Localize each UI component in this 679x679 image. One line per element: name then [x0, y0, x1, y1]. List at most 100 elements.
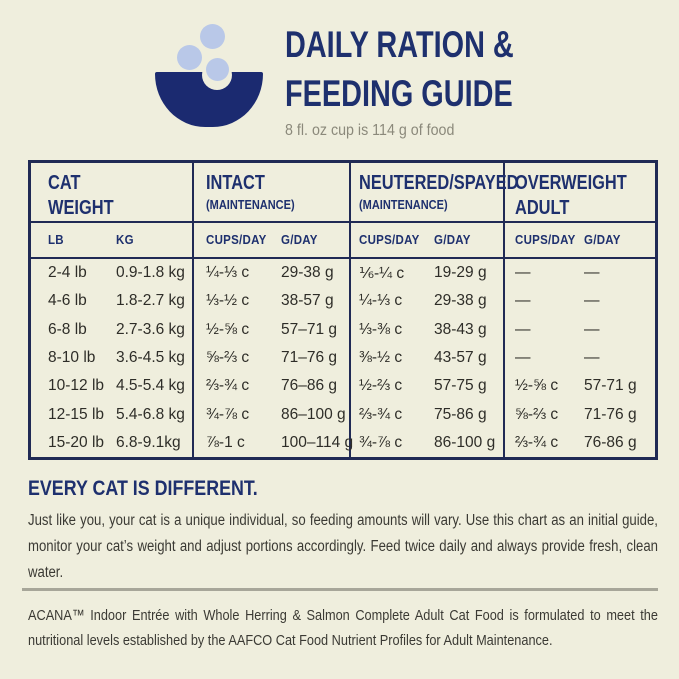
table-cell: ⅓-⅜ c — [359, 320, 403, 338]
table-cell: 2-4 lb — [48, 264, 87, 282]
column-header-cell: G/DAY — [434, 223, 505, 259]
table-cell: 86-100 g — [434, 428, 505, 457]
table-cell: 43-57 g — [434, 343, 505, 373]
table-cell: — — [515, 264, 531, 282]
table-cell: ½-⅝ c — [206, 320, 250, 338]
table-cell: 38-57 g — [281, 287, 351, 316]
cup-size-subtitle: 8 fl. oz cup is 114 g of food — [285, 122, 455, 139]
title-line-2: FEEDING GUIDE — [285, 73, 513, 114]
bowl-icon — [150, 16, 266, 128]
page-title: DAILY RATION & FEEDING GUIDE 8 fl. oz cu… — [285, 20, 578, 140]
footer-note: ACANA™ Indoor Entrée with Whole Herring … — [28, 607, 658, 649]
table-cell: 4-6 lb — [48, 292, 87, 310]
table-cell: 76-86 g — [584, 433, 637, 451]
table-cell: 71-76 g — [584, 405, 637, 423]
group-header-cell: NEUTERED/SPAYED (MAINTENANCE) — [351, 163, 518, 223]
column-header-cell: G/DAY — [281, 223, 351, 259]
group-header-cell: OVERWEIGHT ADULT — [505, 163, 655, 223]
title-line-1: DAILY RATION & — [285, 24, 514, 65]
header-text: LB — [48, 233, 64, 247]
table-cell: ⅞-1 c — [206, 433, 245, 451]
table-cell: 71–76 g — [281, 343, 351, 373]
table-cell: 6.8-9.1kg — [116, 428, 194, 457]
body-paragraph: Just like you, your cat is a unique indi… — [28, 512, 658, 581]
header-text: WEIGHT — [48, 197, 114, 219]
header-text: G/DAY — [584, 233, 621, 247]
kibble-dot-icon — [200, 24, 225, 49]
table-cell: ⅔-¾ c — [515, 433, 559, 451]
table-cell: 38-43 g — [434, 315, 505, 344]
header-text: CUPS/DAY — [515, 233, 576, 247]
table-cell: ½-⅔ c — [359, 377, 403, 395]
header-text: CUPS/DAY — [359, 233, 420, 247]
header-text: ADULT — [515, 197, 570, 219]
header-text: OVERWEIGHT — [515, 172, 627, 194]
table-cell: ⅔-¾ c — [359, 405, 403, 423]
table-cell: 76–86 g — [281, 372, 351, 401]
table-cell: 75-86 g — [434, 400, 505, 429]
group-subtitle: (MAINTENANCE) — [206, 198, 349, 212]
table-cell: ⅜-½ c — [359, 348, 403, 366]
table-cell: — — [515, 348, 531, 366]
column-header-cell: CUPS/DAY — [351, 223, 434, 259]
header-text: G/DAY — [434, 233, 471, 247]
table-cell: 0.9-1.8 kg — [116, 259, 194, 288]
table-cell: ⅓-½ c — [206, 292, 250, 310]
header-text: CAT — [48, 172, 81, 194]
kibble-dot-icon — [177, 45, 202, 70]
table-cell: 29-38 g — [434, 287, 505, 316]
table-cell: — — [584, 348, 600, 366]
table-cell: 12-15 lb — [48, 405, 105, 423]
group-title: INTACT — [206, 171, 349, 196]
table-cell: 57-75 g — [434, 372, 505, 401]
table-cell: 4.5-5.4 kg — [116, 372, 194, 401]
header-text: KG — [116, 233, 134, 247]
table-cell: ¼-⅓ c — [206, 264, 250, 282]
table-cell: 15-20 lb — [48, 433, 105, 451]
table-cell: 6-8 lb — [48, 320, 87, 338]
header-text: INTACT — [206, 172, 265, 194]
table-cell: — — [584, 264, 600, 282]
table-cell: 3.6-4.5 kg — [116, 343, 194, 373]
table-cell: 5.4-6.8 kg — [116, 400, 194, 429]
table-cell: — — [515, 320, 531, 338]
group-title: OVERWEIGHT ADULT — [515, 171, 655, 221]
table-cell: ⅙-¼ c — [359, 264, 405, 282]
table-cell: ¾-⅞ c — [206, 405, 250, 423]
column-header-cell: CUPS/DAY — [194, 223, 281, 259]
column-header-cell: CUPS/DAY — [505, 223, 584, 259]
section-heading: EVERY CAT IS DIFFERENT. — [28, 477, 258, 500]
divider-line — [22, 588, 658, 591]
group-header-cell: CAT WEIGHT — [31, 163, 194, 223]
table-cell: ⅝-⅔ c — [206, 348, 250, 366]
table-cell: ⅔-¾ c — [206, 377, 250, 395]
header-text: (MAINTENANCE) — [359, 198, 448, 212]
feeding-table: CAT WEIGHT INTACT (MAINTENANCE) NEUTERED/SPA… — [28, 160, 658, 460]
table-cell: 8-10 lb — [48, 348, 96, 366]
table-cell: 2.7-3.6 kg — [116, 315, 194, 344]
table-cell: 57-71 g — [584, 377, 637, 395]
group-title: CAT WEIGHT — [48, 171, 192, 221]
header-text: G/DAY — [281, 233, 318, 247]
group-title: NEUTERED/SPAYED — [359, 171, 518, 196]
table-cell: 19-29 g — [434, 259, 505, 288]
column-header-cell: LB — [31, 223, 116, 259]
table-cell: ¼-⅓ c — [359, 292, 403, 310]
header-text: NEUTERED/SPAYED — [359, 172, 519, 194]
table-cell: 86–100 g — [281, 400, 351, 429]
group-header-cell: INTACT (MAINTENANCE) — [194, 163, 351, 223]
header-text: CUPS/DAY — [206, 233, 267, 247]
table-cell: — — [515, 292, 531, 310]
table-cell: ⅝-⅔ c — [515, 405, 559, 423]
header-area: DAILY RATION & FEEDING GUIDE 8 fl. oz cu… — [150, 16, 630, 140]
group-subtitle: (MAINTENANCE) — [359, 198, 503, 212]
table-cell: 100–114 g — [281, 428, 353, 457]
table-cell: 1.8-2.7 kg — [116, 287, 194, 316]
table-cell: 57–71 g — [281, 315, 351, 344]
table-cell: ¾-⅞ c — [359, 433, 403, 451]
column-header-cell: G/DAY — [584, 223, 655, 259]
kibble-dot-icon — [206, 58, 229, 81]
table-cell: 10-12 lb — [48, 377, 105, 395]
table-cell: 29-38 g — [281, 259, 351, 288]
